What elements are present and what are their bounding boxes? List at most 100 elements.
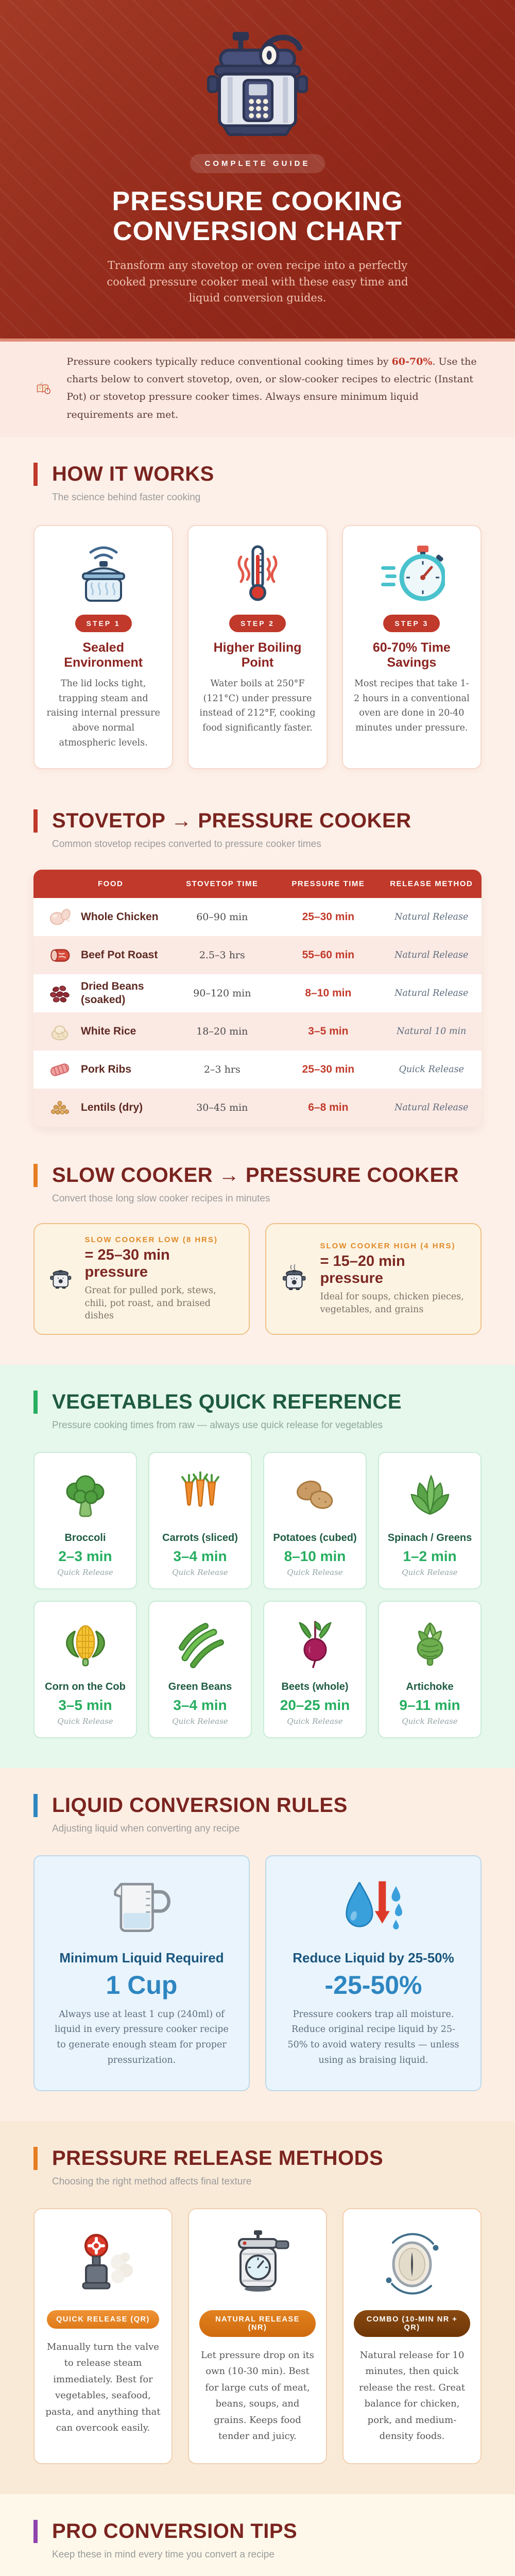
natural-release-label: NATURAL RELEASE (NR) (199, 2310, 316, 2337)
table-row: Pork Ribs 2–3 hrs 25–30 min Quick Releas… (33, 1050, 482, 1089)
reduce-liquid-body: Pressure cookers trap all moisture. Redu… (287, 2009, 459, 2065)
section-slow-cooker: SLOW COOKER → PRESSURE COOKER Convert th… (0, 1157, 515, 1365)
pressure-time: 8–10 min (305, 987, 352, 999)
release-method: Natural Release (394, 950, 469, 961)
pro-tips-title: PRO CONVERSION TIPS (33, 2519, 482, 2543)
food-name: Pork Ribs (81, 1063, 132, 1075)
intro-text: Pressure cookers typically reduce conven… (66, 353, 479, 423)
food-name: Beef Pot Roast (81, 948, 158, 961)
veg-name: Broccoli (64, 1532, 106, 1544)
pressure-time: 25–30 min (302, 911, 355, 923)
artichoke-icon (383, 1615, 476, 1672)
stopwatch-icon (352, 539, 471, 607)
complete-guide-badge: COMPLETE GUIDE (190, 154, 325, 173)
col-release-method: RELEASE METHOD (390, 879, 473, 889)
release-method: Natural Release (394, 912, 469, 923)
step-1-title: Sealed Environment (64, 640, 143, 670)
beef-roast-icon (50, 949, 70, 962)
col-food: FOOD (98, 879, 124, 889)
veg-time: 1–2 min (403, 1548, 457, 1564)
reduce-liquid-value: -25-50% (324, 1970, 422, 1999)
measuring-cup-icon (53, 1874, 230, 1940)
vegetables-grid: Broccoli 2–3 min Quick Release Carrots (… (33, 1451, 482, 1738)
release-method: Quick Release (399, 1064, 464, 1075)
pressure-time: 3–5 min (308, 1025, 349, 1038)
combo-release-body: Natural release for 10 minutes, then qui… (359, 2349, 465, 2442)
veg-release: Quick Release (402, 1567, 458, 1577)
step-3-badge: STEP 3 (383, 614, 440, 632)
slow-cooker-steam-icon (282, 1264, 306, 1291)
liquid-subtitle: Adjusting liquid when converting any rec… (52, 1823, 240, 1834)
section-how-it-works: HOW IT WORKS The science behind faster c… (0, 437, 515, 799)
step-card-2: STEP 2 Higher Boiling Point Water boils … (187, 524, 328, 770)
veg-card-corn: Corn on the Cob 3–5 min Quick Release (33, 1600, 137, 1738)
veg-release: Quick Release (172, 1567, 228, 1577)
pressure-time: 6–8 min (308, 1101, 349, 1114)
broccoli-icon (39, 1466, 132, 1523)
stovetop-time: 18–20 min (196, 1026, 248, 1038)
veg-name: Corn on the Cob (45, 1681, 126, 1692)
stovetop-time: 90–120 min (193, 988, 251, 999)
pork-ribs-icon (50, 1063, 70, 1076)
minimum-liquid-card: Minimum Liquid Required 1 Cup Always use… (33, 1855, 250, 2091)
chicken-icon (49, 909, 71, 925)
veg-release: Quick Release (172, 1716, 228, 1726)
release-method: Natural Release (394, 1103, 469, 1113)
slow-cooker-low-label: SLOW COOKER LOW (8 HRS) (84, 1235, 218, 1245)
cookbook-timer-icon (37, 382, 51, 395)
veg-release: Quick Release (57, 1716, 113, 1726)
pressure-cooker-hero-icon (207, 31, 308, 137)
release-method: Natural 10 min (397, 1026, 467, 1037)
veg-time: 20–25 min (280, 1697, 350, 1713)
intro-text-before: Pressure cookers typically reduce conven… (66, 355, 392, 367)
intro-note: Pressure cookers typically reduce conven… (0, 338, 515, 437)
food-name: Dried Beans (soaked) (81, 980, 144, 1006)
release-method: Natural Release (394, 988, 469, 999)
col-stovetop-time: STOVETOP TIME (186, 879, 259, 889)
slow-cooker-high-label: SLOW COOKER HIGH (4 HRS) (320, 1242, 456, 1251)
release-method-cards: QUICK RELEASE (QR) Manually turn the val… (33, 2208, 482, 2464)
natural-release-card: NATURAL RELEASE (NR) Let pressure drop o… (188, 2208, 327, 2464)
pressure-time: 55–60 min (302, 949, 355, 961)
vegetables-subtitle: Pressure cooking times from raw — always… (52, 1419, 383, 1431)
natural-release-body: Let pressure drop on its own (10-30 min)… (201, 2349, 314, 2442)
table-row: White Rice 18–20 min 3–5 min Natural 10 … (33, 1012, 482, 1051)
stovetop-subtitle: Common stovetop recipes converted to pre… (52, 839, 321, 850)
step-2-body: Water boils at 250°F (121°C) under press… (199, 678, 316, 734)
veg-release: Quick Release (287, 1567, 343, 1577)
liquid-cards: Minimum Liquid Required 1 Cup Always use… (33, 1855, 482, 2091)
veg-release: Quick Release (287, 1716, 343, 1726)
pressure-dial-icon (354, 2223, 470, 2305)
liquid-title: LIQUID CONVERSION RULES (33, 1793, 482, 1817)
potatoes-icon (268, 1466, 362, 1523)
veg-name: Potatoes (cubed) (273, 1532, 357, 1544)
table-row: Lentils (dry) 30–45 min 6–8 min Natural … (33, 1089, 482, 1127)
step-1-badge: STEP 1 (75, 614, 132, 632)
stovetop-time: 2.5–3 hrs (199, 950, 245, 961)
veg-release: Quick Release (402, 1716, 458, 1726)
beans-icon (50, 986, 70, 1003)
section-pro-tips: PRO CONVERSION TIPS Keep these in mind e… (0, 2494, 515, 2576)
page-subtitle: Transform any stovetop or oven recipe in… (107, 259, 408, 304)
table-row: Whole Chicken 60–90 min 25–30 min Natura… (33, 898, 482, 937)
stovetop-title: STOVETOP → PRESSURE COOKER (33, 809, 482, 833)
conversion-table: FOOD STOVETOP TIME PRESSURE TIME RELEASE… (33, 870, 482, 1127)
stovetop-time: 2–3 hrs (203, 1064, 241, 1076)
beets-icon (268, 1615, 362, 1672)
table-row: Beef Pot Roast 2.5–3 hrs 55–60 min Natur… (33, 936, 482, 975)
veg-card-spinach: Spinach / Greens 1–2 min Quick Release (378, 1451, 482, 1589)
food-name: Whole Chicken (81, 910, 159, 923)
quick-release-body: Manually turn the valve to release steam… (45, 2341, 161, 2434)
veg-name: Spinach / Greens (387, 1532, 472, 1544)
veg-name: Green Beans (168, 1681, 232, 1692)
spinach-icon (383, 1466, 476, 1523)
slow-cooker-icon (50, 1270, 72, 1289)
rice-icon (51, 1025, 68, 1041)
green-beans-icon (153, 1615, 247, 1672)
thermometer-icon (198, 539, 317, 607)
step-card-1: STEP 1 Sealed Environment The lid locks … (33, 524, 174, 770)
corn-icon (39, 1615, 132, 1672)
table-row: Dried Beans (soaked) 90–120 min 8–10 min… (33, 974, 482, 1013)
release-methods-subtitle: Choosing the right method affects final … (52, 2176, 252, 2187)
